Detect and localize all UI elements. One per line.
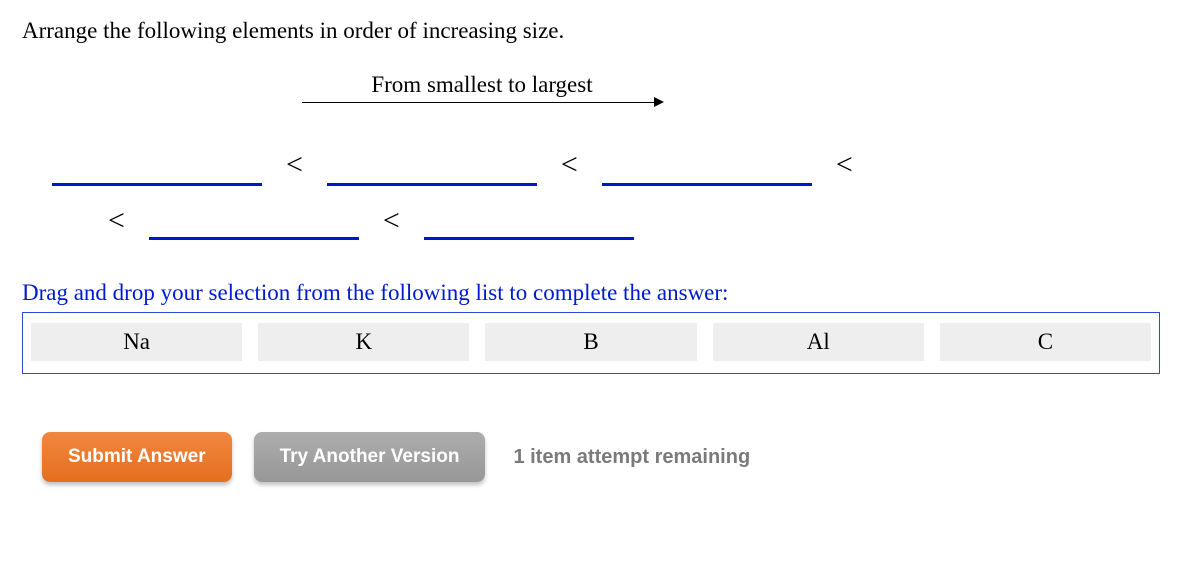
element-tile[interactable]: Al: [713, 323, 924, 361]
element-tile[interactable]: B: [485, 323, 696, 361]
less-than-separator: <: [555, 150, 584, 186]
direction-label: From smallest to largest: [302, 72, 662, 98]
arrow-right-icon: [302, 102, 662, 116]
drop-slot[interactable]: [602, 152, 812, 186]
submit-answer-button[interactable]: Submit Answer: [42, 432, 232, 482]
element-tile[interactable]: C: [940, 323, 1151, 361]
answer-slots: < < < < <: [52, 150, 1160, 240]
drag-drop-instruction: Drag and drop your selection from the fo…: [22, 280, 1160, 313]
question-text: Arrange the following elements in order …: [22, 18, 1160, 44]
slot-row-1: < < <: [52, 150, 1160, 186]
element-tile[interactable]: Na: [31, 323, 242, 361]
less-than-separator: <: [280, 150, 309, 186]
action-bar: Submit Answer Try Another Version 1 item…: [42, 432, 1160, 482]
element-tile-tray: Na K B Al C: [22, 313, 1160, 374]
drop-slot[interactable]: [327, 152, 537, 186]
drop-slot[interactable]: [52, 152, 262, 186]
drop-slot[interactable]: [149, 206, 359, 240]
try-another-version-button[interactable]: Try Another Version: [254, 432, 486, 482]
attempts-remaining: 1 item attempt remaining: [513, 446, 750, 469]
less-than-separator: <: [830, 150, 859, 186]
drop-slot[interactable]: [424, 206, 634, 240]
less-than-separator: <: [377, 206, 406, 240]
less-than-separator: <: [102, 206, 131, 240]
slot-row-2: < <: [102, 206, 1160, 240]
element-tile[interactable]: K: [258, 323, 469, 361]
direction-indicator: From smallest to largest: [302, 72, 662, 116]
